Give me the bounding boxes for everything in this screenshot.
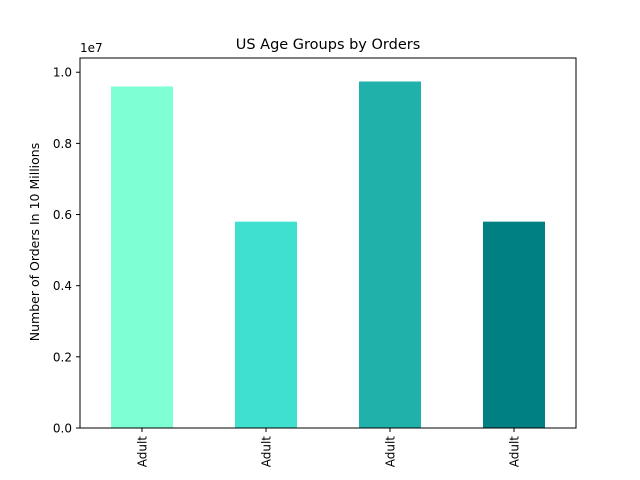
bar-4 bbox=[483, 221, 545, 428]
y-tick-label: 0.0 bbox=[53, 422, 72, 436]
bar-2 bbox=[235, 221, 297, 428]
x-tick-label: Adult bbox=[260, 436, 274, 468]
chart-title: US Age Groups by Orders bbox=[236, 37, 421, 53]
x-tick-label: Adult bbox=[508, 436, 522, 468]
y-tick-label: 0.2 bbox=[53, 350, 72, 364]
bar-1 bbox=[111, 86, 173, 428]
y-tick-label: 0.4 bbox=[53, 279, 72, 293]
x-tick-label: Adult bbox=[136, 436, 150, 468]
x-tick-label: Adult bbox=[384, 436, 398, 468]
y-tick-label: 0.6 bbox=[53, 208, 72, 222]
bar-3 bbox=[359, 81, 421, 428]
plot-frame bbox=[79, 57, 577, 429]
y-tick-label: 0.8 bbox=[53, 137, 72, 151]
y-axis-label: Number of Orders In 10 Millions bbox=[27, 143, 42, 341]
y-axis-offset-label: 1e7 bbox=[80, 41, 103, 55]
y-tick-label: 1.0 bbox=[53, 66, 72, 80]
